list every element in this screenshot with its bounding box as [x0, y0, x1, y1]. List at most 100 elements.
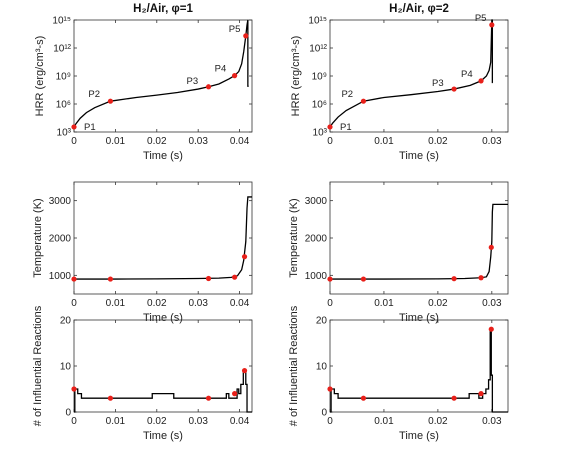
- y-tick-label: 10¹⁵: [52, 16, 71, 27]
- point-label: P5: [475, 13, 487, 24]
- x-tick-label: 0.03: [188, 298, 208, 309]
- x-axis-label: Time (s): [143, 430, 183, 442]
- series-line: [74, 196, 252, 280]
- y-tick-label: 10³: [57, 128, 72, 139]
- y-axis-label: # of Influential Reactions: [32, 305, 44, 426]
- data-point: [71, 124, 77, 130]
- y-tick-label: 10¹⁵: [308, 16, 327, 27]
- y-tick-label: 0: [65, 408, 71, 419]
- point-label: P1: [84, 122, 96, 133]
- point-label: P4: [461, 69, 473, 80]
- x-tick-label: 0.02: [428, 416, 448, 427]
- series-line: [330, 203, 508, 280]
- data-point: [205, 84, 212, 90]
- y-tick-label: 10: [60, 362, 72, 373]
- y-axis-label: HRR (erg/cm³-s): [34, 36, 46, 117]
- panel-temperature-phi1: 0 0.01 0.02 0.03 0.04 1000 2000 3000 Time (s) Tem…: [32, 181, 253, 324]
- x-axis-label: Time (s): [399, 430, 439, 442]
- point-label: P5: [229, 24, 241, 35]
- data-point: [327, 124, 333, 130]
- x-tick-label: 0: [327, 298, 333, 309]
- data-point: [205, 275, 212, 282]
- x-tick-label: 0.04: [230, 416, 250, 427]
- data-point: [451, 276, 457, 282]
- y-tick-label: 10¹²: [309, 44, 327, 55]
- y-axis-label: # of Influential Reactions: [288, 305, 300, 426]
- x-tick-label: 0.03: [188, 136, 208, 147]
- data-point: [205, 395, 212, 401]
- data-point: [451, 86, 457, 92]
- panel-reactions-phi1: 0 0.01 0.02 0.03 0.04 0 10 20 Time (s) # of Influ…: [32, 305, 253, 442]
- data-point: [71, 386, 77, 392]
- y-tick-label: 10³: [313, 128, 328, 139]
- data-point: [327, 386, 333, 392]
- axes-frame: [329, 19, 509, 133]
- data-point: [107, 395, 114, 401]
- axes-frame: [73, 19, 253, 133]
- y-tick-label: 20: [316, 316, 328, 327]
- y-tick-label: 10⁶: [312, 100, 327, 111]
- data-point: [488, 244, 494, 250]
- panel-reactions-phi2: 0 0.01 0.02 0.03 0 10 20 Time (s) # of Influenti…: [288, 305, 509, 442]
- y-tick-label: 10⁶: [56, 100, 71, 111]
- series-line: [330, 19, 494, 128]
- series-line: [330, 328, 508, 413]
- x-tick-label: 0: [327, 416, 333, 427]
- x-tick-label: 0: [327, 136, 333, 147]
- data-point: [232, 391, 238, 397]
- data-point: [451, 395, 457, 401]
- x-tick-label: 0.04: [230, 136, 250, 147]
- data-point: [241, 368, 248, 374]
- y-tick-label: 0: [321, 408, 327, 419]
- series-line: [74, 19, 249, 128]
- x-tick-label: 0.01: [374, 136, 394, 147]
- x-axis-label: Time (s): [399, 150, 439, 162]
- series-line: [74, 369, 252, 413]
- x-tick-label: 0.02: [147, 136, 167, 147]
- x-tick-label: 0.01: [106, 298, 126, 309]
- data-point: [360, 98, 367, 104]
- point-label: P2: [341, 89, 353, 100]
- data-point: [107, 276, 114, 282]
- data-point: [71, 276, 77, 282]
- x-tick-label: 0.03: [482, 136, 502, 147]
- data-point: [478, 391, 484, 397]
- y-tick-label: 10⁹: [312, 72, 327, 83]
- point-label: P1: [340, 122, 352, 133]
- x-tick-label: 0.01: [106, 136, 126, 147]
- point-label: P3: [187, 76, 199, 87]
- y-axis-label: HRR (erg/cm³-s): [290, 36, 302, 117]
- x-tick-label: 0.02: [428, 136, 448, 147]
- x-tick-label: 0.04: [230, 298, 250, 309]
- chart-title: H₂/Air, φ=2: [389, 3, 449, 15]
- y-tick-label: 10¹²: [53, 44, 71, 55]
- x-tick-label: 0.01: [374, 416, 394, 427]
- point-label: P3: [432, 78, 444, 89]
- point-label: P4: [215, 64, 227, 75]
- data-point: [327, 276, 333, 282]
- panel-hrr-phi2: 0 0.01 0.02 0.03 10³ 10⁶ 10⁹ 10¹² 10¹⁵ Time (s) HR…: [290, 3, 509, 162]
- y-axis-label: Temperature (K): [288, 198, 300, 277]
- x-tick-label: 0.03: [482, 298, 502, 309]
- data-point: [478, 78, 484, 84]
- y-tick-label: 3000: [305, 196, 328, 207]
- y-tick-label: 1000: [305, 271, 328, 282]
- data-point: [489, 22, 495, 28]
- y-tick-label: 2000: [305, 234, 328, 245]
- x-tick-label: 0.03: [188, 416, 208, 427]
- y-tick-label: 10: [316, 362, 328, 373]
- x-axis-label: Time (s): [143, 312, 183, 324]
- x-tick-label: 0: [71, 298, 77, 309]
- x-tick-label: 0.01: [106, 416, 126, 427]
- x-tick-label: 0.02: [147, 298, 167, 309]
- data-point: [478, 275, 484, 281]
- data-point: [360, 276, 367, 282]
- x-tick-label: 0: [71, 416, 77, 427]
- y-tick-label: 2000: [49, 234, 72, 245]
- data-point: [241, 254, 248, 260]
- data-point: [243, 33, 249, 39]
- data-point: [232, 73, 238, 79]
- y-tick-label: 20: [60, 316, 72, 327]
- x-tick-label: 0.02: [428, 298, 448, 309]
